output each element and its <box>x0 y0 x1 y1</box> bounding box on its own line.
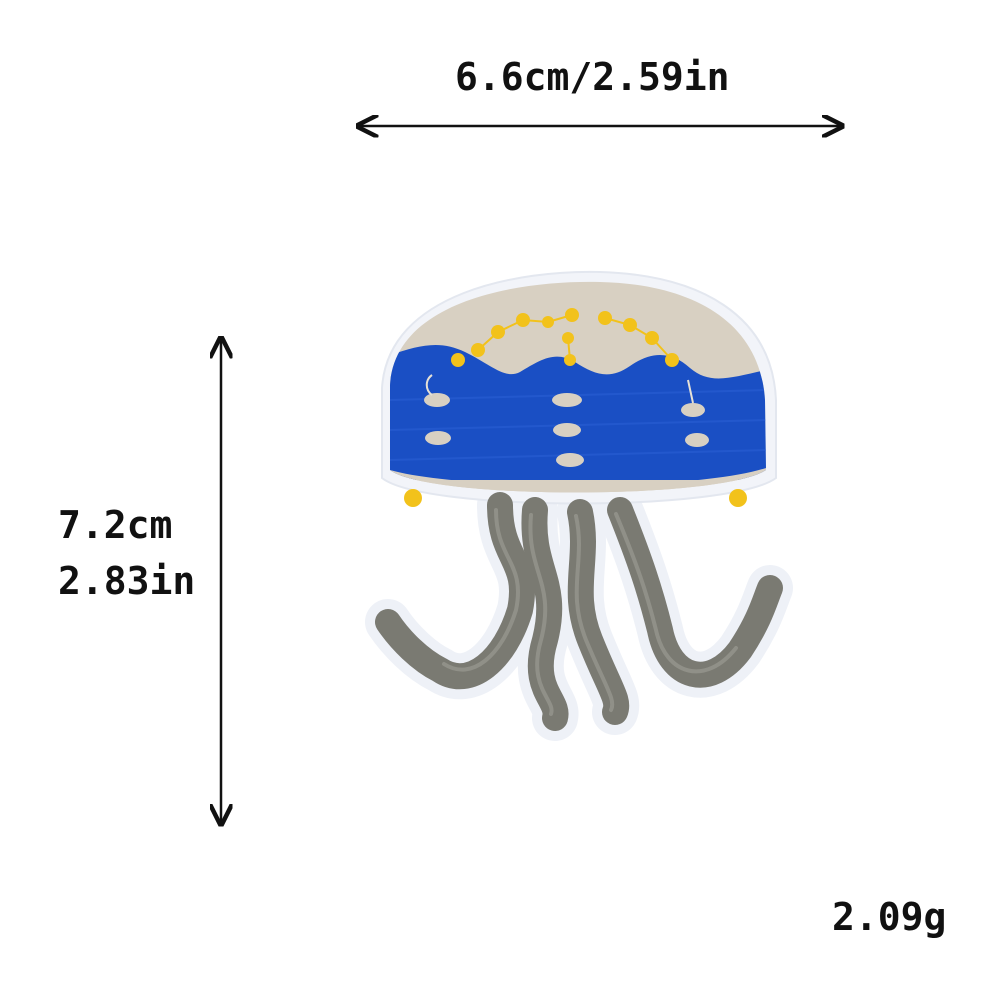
height-dimension-in-label: 2.83in <box>58 559 196 603</box>
bell-dots <box>424 393 709 467</box>
bell-blue-band <box>390 344 766 480</box>
jellyfish-patch <box>365 270 793 741</box>
width-dimension-label: 6.6cm/2.59in <box>455 55 730 99</box>
weight-label: 2.09g <box>832 895 947 939</box>
height-dimension-cm-label: 7.2cm <box>58 503 173 547</box>
